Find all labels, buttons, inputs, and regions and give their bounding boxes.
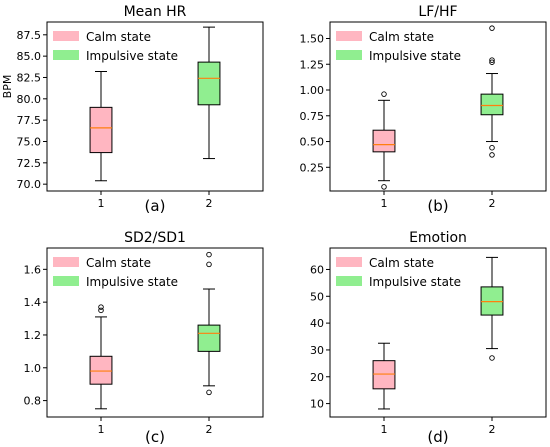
chart-4-y-tick-label: 10 <box>310 398 324 411</box>
chart-1-legend-swatch-1 <box>53 31 79 41</box>
chart-2-y-tick-label: 0.25 <box>300 161 325 174</box>
chart-2-box-2-iqr-rect <box>480 93 504 116</box>
chart-2-box-1-outlier <box>381 91 387 97</box>
chart-4-title: Emotion <box>409 230 467 246</box>
chart-3-plot-frame <box>46 247 264 418</box>
chart-3-box-1-outlier <box>98 307 104 314</box>
chart-4-box-2-outlier <box>489 355 495 361</box>
chart-2-plot-frame <box>329 21 547 192</box>
chart-3-title: SD2/SD1 <box>124 230 186 246</box>
chart-1-y-tick-label: 87.5 <box>17 29 42 42</box>
chart-4-box-2-iqr-rect <box>480 286 504 316</box>
chart-1-title: Mean HR <box>124 4 187 20</box>
chart-2-panel-label: (b) <box>427 197 448 215</box>
chart-2-y-tick-label: 0.75 <box>300 110 325 123</box>
chart-4-box-1-iqr-rect <box>372 360 396 390</box>
chart-1-y-tick-label: 80.0 <box>17 93 42 106</box>
chart-3-legend-swatch-1 <box>53 257 79 267</box>
chart-3-y-tick-label: 1.4 <box>24 296 42 309</box>
chart-1-y-tick-label: 77.5 <box>17 114 42 127</box>
chart-1-y-tick-label: 75.0 <box>17 135 42 148</box>
chart-3-box-1-outlier <box>98 304 104 310</box>
chart-2-x-tick-label: 1 <box>381 197 388 210</box>
chart-4-plot-frame <box>329 247 547 418</box>
chart-2-box-2-outlier <box>489 25 495 31</box>
chart-2-box-1-iqr-rect <box>372 129 396 153</box>
chart-2-x-tick-label: 2 <box>489 197 496 210</box>
chart-1-panel-label: (a) <box>145 197 166 215</box>
chart-3-legend-label-1: Calm state <box>86 256 151 270</box>
chart-3-legend-label-2: Impulsive state <box>86 275 178 289</box>
chart-1-box-2-iqr-rect <box>197 61 221 106</box>
chart-1-legend-swatch-2 <box>53 50 79 60</box>
chart-1-y-axis-label: BPM <box>1 75 14 99</box>
chart-3-panel-label: (c) <box>145 428 165 446</box>
chart-2-legend-swatch-2 <box>336 50 362 60</box>
chart-1-y-tick-label: 82.5 <box>17 71 42 84</box>
chart-1-box-1-iqr-rect <box>89 106 113 154</box>
chart-3-box-2-outlier <box>206 251 212 258</box>
chart-1-x-tick-label: 2 <box>206 197 213 210</box>
chart-4-y-tick-label: 50 <box>310 290 324 303</box>
chart-1-y-tick-label: 72.5 <box>17 157 42 170</box>
chart-3-box-2-iqr-rect <box>197 324 221 352</box>
chart-1-x-tick-label: 1 <box>98 197 105 210</box>
chart-3-y-tick-label: 0.8 <box>24 395 42 408</box>
chart-2-title: LF/HF <box>418 4 457 20</box>
chart-1-legend-label-1: Calm state <box>86 30 151 44</box>
chart-2-y-tick-label: 1.50 <box>300 32 325 45</box>
chart-2-y-tick-label: 1.25 <box>300 58 325 71</box>
chart-2-legend-label-1: Calm state <box>369 30 434 44</box>
chart-1-y-tick-label: 85.0 <box>17 50 42 63</box>
chart-3-box-1-iqr-rect <box>89 355 113 385</box>
chart-2-box-2-outlier <box>489 59 495 65</box>
chart-4-legend-label-2: Impulsive state <box>369 275 461 289</box>
chart-4-x-tick-label: 2 <box>489 423 496 436</box>
chart-2-legend-swatch-1 <box>336 31 362 41</box>
chart-3-x-tick-label: 1 <box>98 423 105 436</box>
chart-4-x-tick-label: 1 <box>381 423 388 436</box>
chart-4-y-tick-label: 40 <box>310 317 324 330</box>
chart-2-box-2-outlier <box>489 144 495 151</box>
chart-3-y-tick-label: 1.2 <box>24 329 42 342</box>
chart-2-legend-label-2: Impulsive state <box>369 49 461 63</box>
chart-4-legend-swatch-1 <box>336 257 362 267</box>
chart-1-plot-frame <box>46 21 264 192</box>
chart-3-y-tick-label: 1.6 <box>24 263 42 276</box>
chart-1-y-tick-label: 70.0 <box>17 178 42 191</box>
chart-4-legend-swatch-2 <box>336 276 362 286</box>
chart-3-box-2-outlier <box>206 261 212 268</box>
chart-4-y-tick-label: 20 <box>310 371 324 384</box>
chart-2-box-2-outlier <box>489 152 495 158</box>
chart-2-box-2-outlier <box>489 57 495 63</box>
chart-2-y-tick-label: 0.50 <box>300 136 325 149</box>
chart-3-box-2-outlier <box>206 389 212 396</box>
chart-4-y-tick-label: 60 <box>310 263 324 276</box>
chart-3-legend-swatch-2 <box>53 276 79 286</box>
chart-4-legend-label-1: Calm state <box>369 256 434 270</box>
chart-3-y-tick-label: 1.0 <box>24 362 42 375</box>
chart-2-box-1-outlier <box>381 184 387 190</box>
chart-2-y-tick-label: 1.00 <box>300 84 325 97</box>
chart-4-panel-label: (d) <box>427 428 448 446</box>
chart-3-x-tick-label: 2 <box>206 423 213 436</box>
chart-4-y-tick-label: 30 <box>310 344 324 357</box>
chart-1-legend-label-2: Impulsive state <box>86 49 178 63</box>
